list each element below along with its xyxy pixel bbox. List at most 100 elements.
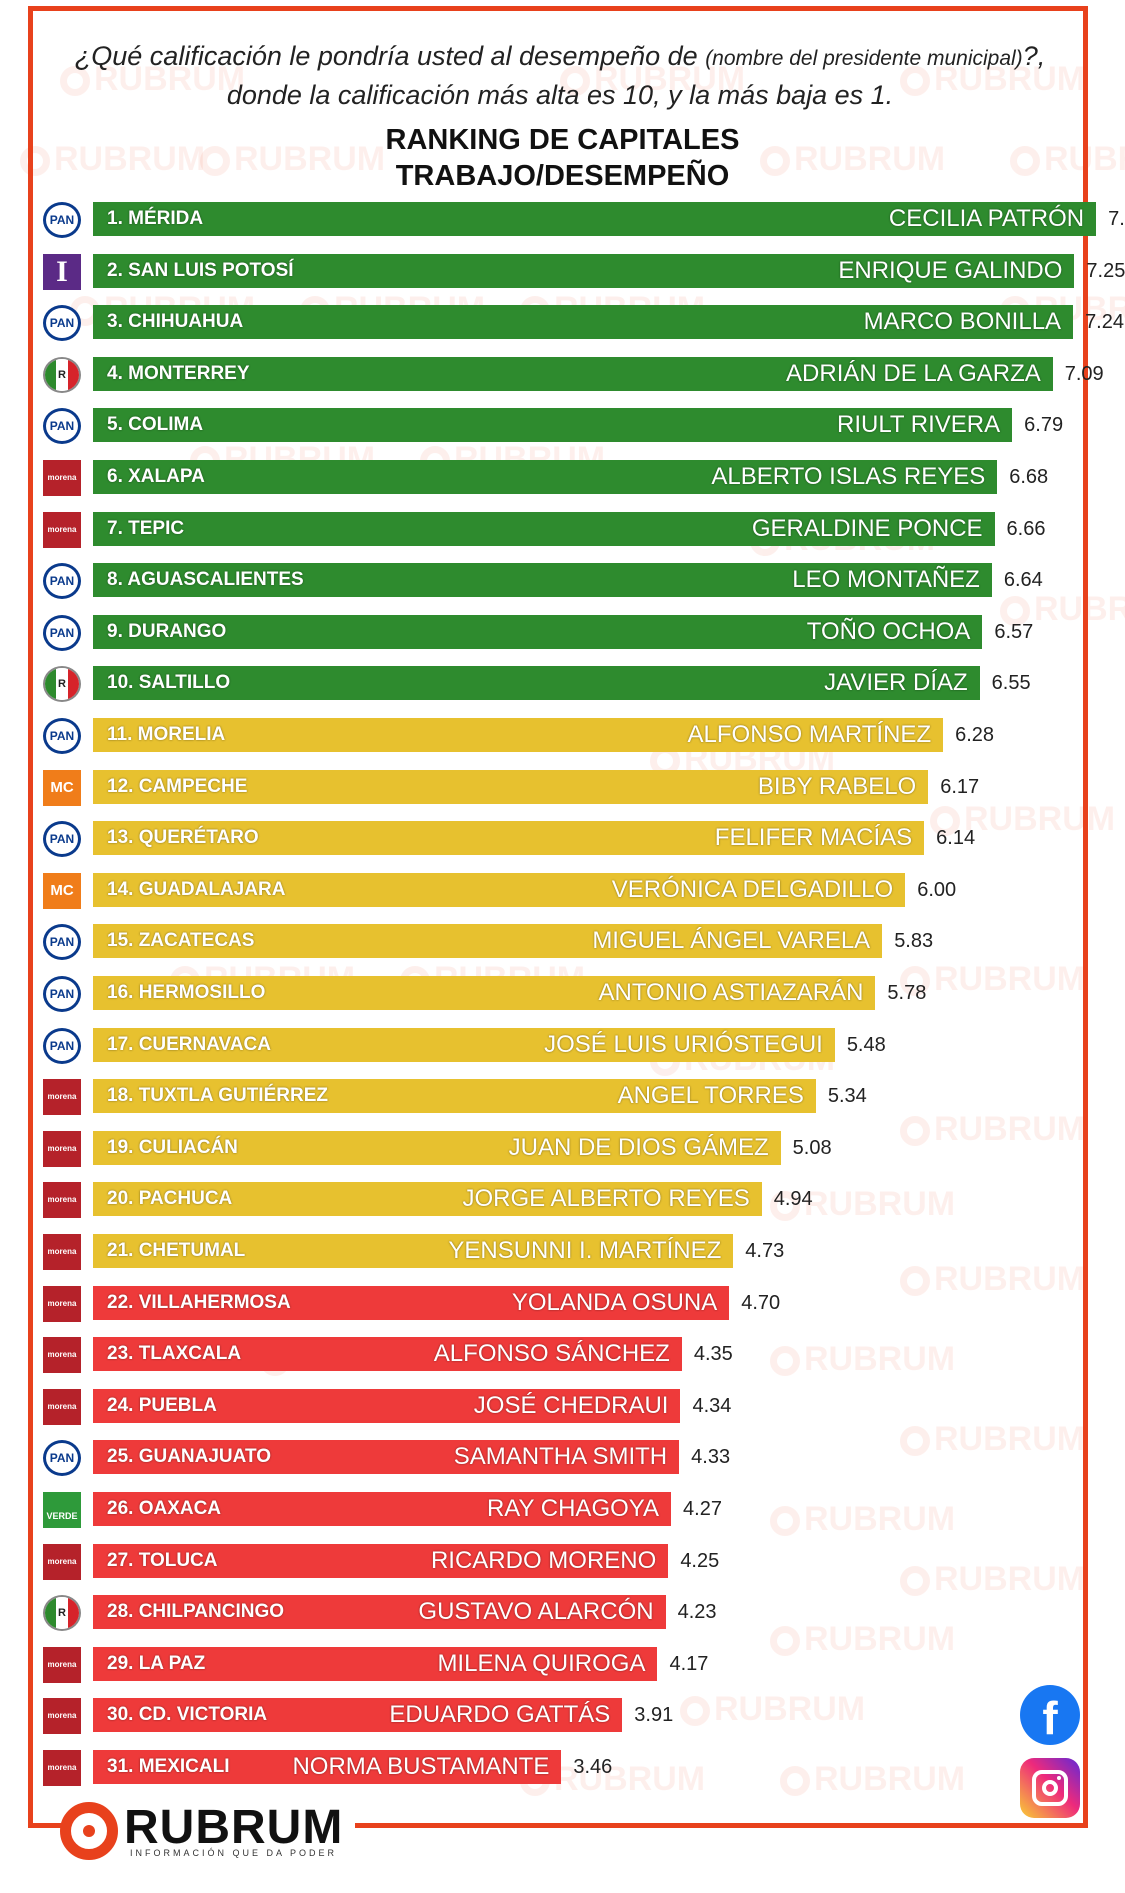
- bar-official-label: MARCO BONILLA: [863, 308, 1062, 336]
- watermark: RUBRUM: [1000, 590, 1125, 629]
- watermark: RUBRUM: [900, 1110, 1085, 1149]
- bar-official-label: RAY CHAGOYA: [486, 1495, 660, 1522]
- morena-party-icon: morena: [43, 1079, 81, 1116]
- score-label: 4.35: [693, 1343, 733, 1366]
- watermark-text: RUBRUM: [934, 960, 1086, 998]
- morena-party-icon: morena: [43, 511, 81, 548]
- bar-official-label: RIULT RIVERA: [836, 411, 1001, 439]
- score-label: 6.68: [1009, 466, 1049, 488]
- morena-party-icon: morena: [43, 1285, 81, 1322]
- bar-official-label: ANGEL TORRES: [617, 1082, 804, 1110]
- chart-row: R 28. CHILPANCINGO GUSTAVO ALARCÓN 4.23: [40, 1593, 1100, 1633]
- score-label: 5.08: [792, 1136, 832, 1159]
- chart-row: morena 20. PACHUCA JORGE ALBERTO REYES 4.94: [40, 1180, 1100, 1220]
- bar-city-label: 12. CAMPECHE: [107, 775, 248, 797]
- bar-city-label: 24. PUEBLA: [107, 1394, 217, 1416]
- bar-city-label: 15. ZACATECAS: [107, 930, 255, 952]
- score-label: 4.94: [773, 1188, 813, 1211]
- watermark: RUBRUM: [770, 1340, 955, 1379]
- chart-row: morena 31. MEXICALI NORMA BUSTAMANTE 3.46: [40, 1748, 1100, 1788]
- question-part1: ¿Qué calificación le pondría usted al de…: [74, 41, 698, 71]
- watermark: RUBRUM: [900, 1560, 1085, 1599]
- bar-official-label: VERÓNICA DELGADILLO: [611, 875, 894, 903]
- chart-row: I 2. SAN LUIS POTOSÍ ENRIQUE GALINDO 7.25: [40, 252, 1125, 292]
- watermark-logo-icon: [780, 1766, 810, 1797]
- instagram-icon[interactable]: [1020, 1758, 1080, 1818]
- watermark-text: RUBRUM: [594, 60, 746, 98]
- score-label: 6.14: [936, 827, 976, 850]
- bar-official-label: EDUARDO GATTÁS: [389, 1701, 611, 1729]
- facebook-glyph: f: [1042, 1692, 1058, 1744]
- pri-stripe: R: [56, 1597, 68, 1630]
- score-label: 7.25: [1086, 259, 1125, 282]
- bar: 2. SAN LUIS POTOSÍ ENRIQUE GALINDO: [93, 253, 1075, 288]
- bar-city-label: 17. CUERNAVACA: [107, 1033, 271, 1055]
- score-label: 7.24: [1085, 311, 1124, 334]
- watermark: RUBRUM: [900, 1420, 1085, 1459]
- chart-row: morena 6. XALAPA ALBERTO ISLAS REYES 6.68: [40, 458, 1100, 498]
- pan-party-icon: PAN: [43, 563, 81, 600]
- pan-party-icon: PAN: [43, 924, 81, 961]
- bar-official-label: LEO MONTAÑEZ: [792, 566, 980, 594]
- bar: 14. GUADALAJARA VERÓNICA DELGADILLO: [93, 872, 906, 907]
- chart-title-line2: TRABAJO/DESEMPEÑO: [395, 160, 730, 192]
- score-label: 6.00: [917, 878, 957, 901]
- bar-official-label: ANTONIO ASTIAZARÁN: [598, 979, 864, 1006]
- score-label: 6.17: [940, 775, 980, 798]
- bar-city-label: 16. HERMOSILLO: [107, 982, 266, 1003]
- chart-row: PAN 3. CHIHUAHUA MARCO BONILLA 7.24: [40, 303, 1124, 343]
- bar-city-label: 22. VILLAHERMOSA: [107, 1291, 291, 1313]
- bar: 30. CD. VICTORIA EDUARDO GATTÁS: [93, 1698, 623, 1733]
- watermark-text: RUBRUM: [814, 1760, 966, 1798]
- bar-city-label: 29. LA PAZ: [107, 1652, 206, 1674]
- frame-bottom-line: [355, 1823, 1088, 1828]
- bar: 24. PUEBLA JOSÉ CHEDRAUI: [93, 1388, 681, 1423]
- score-label: 4.34: [692, 1394, 732, 1417]
- bar-official-label: JOSÉ CHEDRAUI: [473, 1391, 669, 1419]
- pan-party-icon: PAN: [43, 1440, 81, 1477]
- watermark-text: RUBRUM: [804, 1340, 956, 1378]
- facebook-icon[interactable]: f: [1020, 1685, 1080, 1745]
- bar-city-label: 19. CULIACÁN: [107, 1136, 238, 1158]
- pri-party-icon: R: [43, 666, 81, 703]
- watermark-logo-icon: [900, 1426, 930, 1457]
- bar-city-label: 5. COLIMA: [107, 414, 204, 436]
- bar: 7. TEPIC GERALDINE PONCE: [93, 511, 995, 546]
- watermark-logo-icon: [560, 66, 590, 97]
- watermark-logo-icon: [1000, 596, 1030, 627]
- watermark-text: RUBRUM: [54, 140, 206, 178]
- pan-party-icon: PAN: [43, 305, 81, 342]
- watermark: RUBRUM: [200, 140, 385, 179]
- watermark: RUBRUM: [780, 1760, 965, 1799]
- bar-official-label: ADRIÁN DE LA GARZA: [786, 359, 1041, 387]
- bar-official-label: RICARDO MORENO: [430, 1546, 657, 1574]
- pri-stripe: R: [56, 668, 68, 701]
- watermark-text: RUBRUM: [714, 1690, 866, 1728]
- chart-row: morena 27. TOLUCA RICARDO MORENO 4.25: [40, 1542, 1100, 1582]
- watermark: RUBRUM: [930, 800, 1115, 839]
- watermark-text: RUBRUM: [804, 1500, 956, 1538]
- bar: 29. LA PAZ MILENA QUIROGA: [93, 1646, 658, 1681]
- watermark-logo-icon: [200, 146, 230, 177]
- bar: 12. CAMPECHE BIBY RABELO: [93, 769, 929, 804]
- pan-party-icon: PAN: [43, 821, 81, 858]
- morena-party-icon: morena: [43, 1234, 81, 1270]
- bar-city-label: 8. AGUASCALIENTES: [107, 569, 304, 591]
- pan-party-icon: PAN: [43, 408, 81, 445]
- watermark: RUBRUM: [900, 960, 1085, 999]
- watermark-logo-icon: [760, 146, 790, 177]
- bar: 9. DURANGO TOÑO OCHOA: [93, 614, 983, 649]
- watermark-logo-icon: [930, 806, 960, 837]
- bar-official-label: TOÑO OCHOA: [806, 617, 971, 645]
- bar: 21. CHETUMAL YENSUNNI I. MARTÍNEZ: [93, 1234, 734, 1268]
- watermark-text: RUBRUM: [94, 60, 246, 98]
- pri-party-icon: R: [43, 1595, 81, 1632]
- watermark-text: RUBRUM: [934, 1260, 1086, 1298]
- bar: 16. HERMOSILLO ANTONIO ASTIAZARÁN: [93, 976, 876, 1010]
- watermark: RUBRUM: [760, 140, 945, 179]
- bar-city-label: 3. CHIHUAHUA: [107, 311, 244, 333]
- bar-official-label: CECILIA PATRÓN: [888, 205, 1085, 232]
- watermark-text: RUBRUM: [794, 140, 946, 178]
- bar-city-label: 23. TLAXCALA: [107, 1343, 242, 1365]
- watermark-logo-icon: [900, 66, 930, 97]
